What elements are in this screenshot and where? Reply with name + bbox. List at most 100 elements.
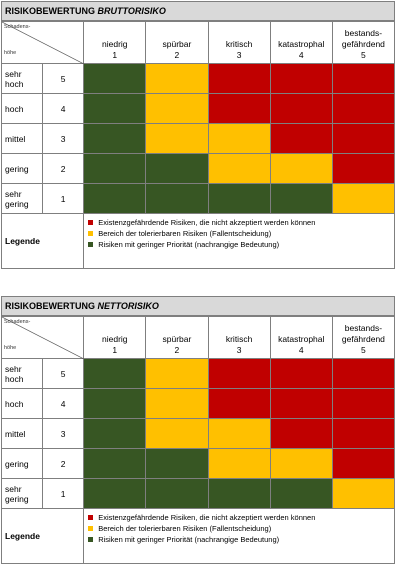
risk-cell-yellow: [269, 448, 333, 479]
column-label: bestands- gefährdend: [341, 28, 385, 49]
risk-cell-red: [269, 388, 333, 419]
diagonal-line: [2, 22, 84, 64]
row-label: hoch: [0, 93, 44, 124]
row-number: 2: [42, 448, 85, 479]
legend-label: Legende: [0, 508, 85, 564]
risk-cell-yellow: [207, 448, 271, 479]
column-header: spürbar 2: [145, 21, 209, 64]
risk-cell-green: [145, 183, 209, 214]
legend-swatch-red: [88, 220, 94, 225]
risk-cell-green: [207, 183, 271, 214]
risk-cell-green: [83, 418, 147, 449]
risk-cell-red: [331, 358, 396, 389]
legend-row: Legende Existenzgefährdende Risiken, die …: [0, 213, 395, 269]
legend-items: Existenzgefährdende Risiken, die nicht a…: [83, 508, 395, 564]
risk-cell-green: [83, 93, 147, 124]
risk-cell-red: [207, 63, 271, 94]
risk-cell-red: [331, 123, 396, 154]
diagonal-line: [2, 317, 84, 359]
legend-text: Bereich der tolerierbaren Risiken (Falle…: [98, 524, 272, 533]
matrix-row: sehr gering 1: [0, 183, 396, 214]
corner-label-bottom: höhe: [4, 50, 17, 56]
row-label: mittel: [0, 418, 44, 449]
column-label: niedrig: [102, 334, 128, 344]
risk-cell-green: [83, 63, 147, 94]
section-title: RISIKOBEWERTUNG BRUTTORISIKO: [1, 1, 395, 21]
row-number: 3: [42, 418, 85, 449]
column-label: kritisch: [225, 39, 253, 49]
risk-cell-yellow: [145, 93, 209, 124]
risk-cell-green: [83, 358, 147, 389]
matrix-row: mittel 3: [0, 123, 396, 154]
row-label: gering: [0, 153, 44, 184]
column-label: niedrig: [102, 39, 128, 49]
column-header: kritisch 3: [207, 316, 271, 359]
risk-cell-green: [145, 478, 209, 509]
risk-cell-red: [331, 448, 396, 479]
risk-cell-green: [145, 153, 209, 184]
legend-item: Bereich der tolerierbaren Risiken (Falle…: [88, 523, 390, 534]
legend-swatch-green: [88, 242, 94, 247]
legend-swatch-red: [88, 515, 94, 520]
risk-cell-yellow: [331, 478, 396, 509]
legend-item: Existenzgefährdende Risiken, die nicht a…: [88, 217, 390, 228]
matrix-row: hoch 4: [0, 388, 396, 419]
column-header: bestands- gefährdend 5: [331, 316, 396, 359]
column-number: 4: [298, 345, 304, 355]
corner-label-top: Schadens-: [4, 24, 31, 30]
section-title-prefix: RISIKOBEWERTUNG: [5, 301, 98, 311]
column-number: 3: [236, 345, 242, 355]
row-number: 4: [42, 93, 85, 124]
risk-cell-yellow: [145, 388, 209, 419]
corner-label-top: Schadens-: [4, 319, 31, 325]
risk-cell-yellow: [207, 123, 271, 154]
legend-items: Existenzgefährdende Risiken, die nicht a…: [83, 213, 395, 269]
column-header: niedrig 1: [83, 316, 147, 359]
legend-swatch-yellow: [88, 231, 94, 236]
matrix-row: sehr hoch 5: [0, 358, 396, 389]
matrix-row: sehr hoch 5: [0, 63, 396, 94]
risk-cell-green: [83, 183, 147, 214]
risk-cell-red: [207, 93, 271, 124]
row-label: sehr gering: [0, 183, 44, 214]
column-number: 1: [112, 345, 118, 355]
risk-matrix-table: Schadens-höhe niedrig 1 spürbar 2 kritisch 3 ka…: [0, 316, 396, 564]
matrix-row: gering 2: [0, 153, 396, 184]
risk-cell-green: [83, 123, 147, 154]
risk-matrix-brutto: RISIKOBEWERTUNG BRUTTORISIKO Schadens-hö…: [0, 1, 396, 269]
row-label: mittel: [0, 123, 44, 154]
risk-cell-red: [331, 153, 396, 184]
section-title: RISIKOBEWERTUNG NETTORISIKO: [1, 296, 395, 316]
column-header: spürbar 2: [145, 316, 209, 359]
legend-item: Risiken mit geringer Priorität (nachrang…: [88, 534, 390, 545]
row-number: 3: [42, 123, 85, 154]
matrix-corner-cell: Schadens-höhe: [0, 316, 85, 359]
column-number: 1: [112, 50, 118, 60]
risk-cell-red: [269, 63, 333, 94]
risk-cell-red: [269, 93, 333, 124]
risk-cell-yellow: [269, 153, 333, 184]
risk-matrix-table: Schadens-höhe niedrig 1 spürbar 2 kritisch 3 ka…: [0, 21, 396, 269]
risk-cell-yellow: [145, 123, 209, 154]
legend-item: Risiken mit geringer Priorität (nachrang…: [88, 239, 390, 250]
risk-cell-green: [83, 478, 147, 509]
legend-label: Legende: [0, 213, 85, 269]
column-label: spürbar: [162, 39, 192, 49]
matrix-corner-cell: Schadens-höhe: [0, 21, 85, 64]
row-label: gering: [0, 448, 44, 479]
row-label: hoch: [0, 388, 44, 419]
matrix-row: mittel 3: [0, 418, 396, 449]
column-header: kritisch 3: [207, 21, 271, 64]
risk-cell-green: [269, 183, 333, 214]
row-number: 1: [42, 183, 85, 214]
column-header: niedrig 1: [83, 21, 147, 64]
risk-cell-red: [207, 388, 271, 419]
row-label: sehr gering: [0, 478, 44, 509]
column-number: 5: [361, 50, 366, 60]
column-number: 2: [174, 50, 180, 60]
risk-cell-green: [207, 478, 271, 509]
column-label: katastrophal: [278, 39, 325, 49]
legend-text: Bereich der tolerierbaren Risiken (Falle…: [98, 229, 272, 238]
legend-item: Existenzgefährdende Risiken, die nicht a…: [88, 512, 390, 523]
